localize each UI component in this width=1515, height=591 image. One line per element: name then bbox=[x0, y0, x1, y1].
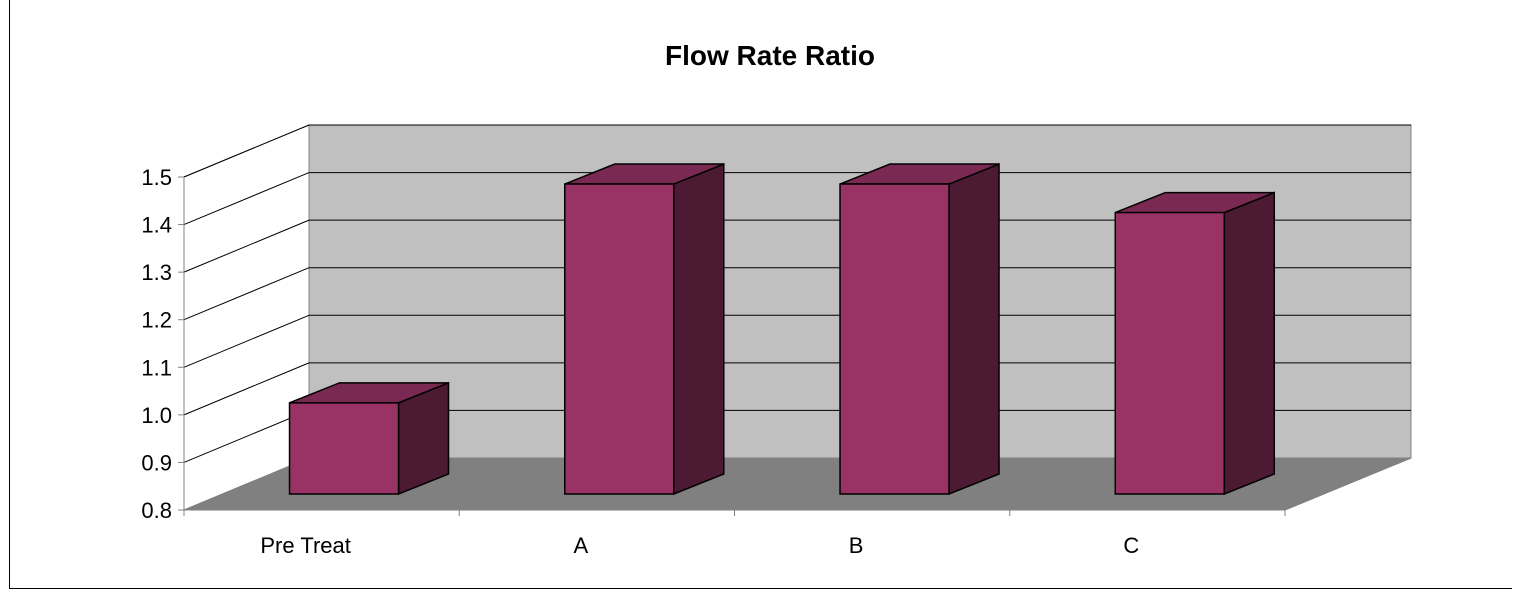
y-tick-label: 1.1 bbox=[141, 355, 172, 380]
x-tick-label: C bbox=[1123, 533, 1139, 558]
bar bbox=[839, 162, 1000, 496]
y-tick-label: 1.5 bbox=[141, 165, 172, 190]
y-tick-label: 0.8 bbox=[141, 498, 172, 523]
bar-front bbox=[288, 402, 400, 495]
y-tick-label: 0.9 bbox=[141, 450, 172, 475]
bar-front bbox=[839, 183, 950, 495]
bar-side bbox=[673, 162, 725, 496]
gridline-side bbox=[183, 172, 310, 226]
y-tick-label: 1.3 bbox=[141, 260, 172, 285]
gridline-side bbox=[183, 124, 310, 178]
gridline-side bbox=[183, 267, 310, 321]
bars bbox=[288, 162, 1276, 496]
y-tick-label: 1.2 bbox=[141, 308, 172, 333]
bar-side bbox=[948, 162, 1000, 496]
chart-title: Flow Rate Ratio bbox=[665, 40, 875, 71]
x-tick-label: Pre Treat bbox=[260, 533, 350, 558]
bar-side bbox=[1223, 191, 1276, 496]
bar bbox=[564, 162, 725, 496]
bar bbox=[1114, 191, 1276, 496]
bar-front bbox=[1114, 211, 1226, 495]
gridline-side bbox=[183, 219, 310, 273]
gridline-side bbox=[183, 409, 310, 463]
bar-front bbox=[564, 183, 675, 495]
tick-labels: 0.8 0.9 1.0 1.1 1.2 1.3 1.4 1.5 Pre Treat A B C bbox=[141, 165, 1139, 558]
bar bbox=[288, 381, 450, 496]
y-tick-label: 1.0 bbox=[141, 403, 172, 428]
gridline-side bbox=[183, 314, 310, 368]
x-tick-label: B bbox=[849, 533, 864, 558]
axes bbox=[178, 176, 1412, 516]
x-axis-depth bbox=[1284, 457, 1412, 511]
y-tick-label: 1.4 bbox=[141, 213, 172, 238]
gridline-side bbox=[183, 362, 310, 416]
x-tick-label: A bbox=[574, 533, 589, 558]
